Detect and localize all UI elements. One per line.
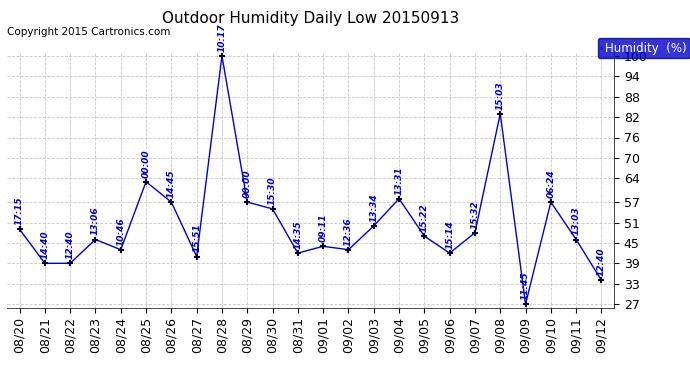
Text: 13:03: 13:03	[571, 207, 581, 236]
Text: 15:14: 15:14	[445, 220, 454, 249]
Text: Copyright 2015 Cartronics.com: Copyright 2015 Cartronics.com	[7, 27, 170, 37]
Text: 13:34: 13:34	[369, 193, 378, 222]
Text: 15:22: 15:22	[420, 203, 429, 232]
Text: 06:24: 06:24	[546, 169, 555, 198]
Text: 14:40: 14:40	[40, 231, 50, 259]
Text: 17:15: 17:15	[15, 196, 24, 225]
Text: 10:17: 10:17	[217, 23, 226, 52]
Text: 13:06: 13:06	[91, 207, 100, 236]
Text: 00:00: 00:00	[243, 169, 252, 198]
Text: 15:03: 15:03	[495, 81, 505, 110]
Text: 14:35: 14:35	[293, 220, 302, 249]
Text: 15:51: 15:51	[192, 224, 201, 252]
Text: 15:32: 15:32	[471, 200, 480, 228]
Text: 12:40: 12:40	[597, 248, 606, 276]
Text: 12:36: 12:36	[344, 217, 353, 246]
Text: 13:31: 13:31	[395, 166, 404, 195]
Text: 15:30: 15:30	[268, 176, 277, 205]
Text: 12:40: 12:40	[66, 231, 75, 259]
Text: 10:46: 10:46	[116, 217, 126, 246]
Text: 09:11: 09:11	[319, 213, 328, 242]
Text: 00:00: 00:00	[141, 149, 150, 177]
Text: Outdoor Humidity Daily Low 20150913: Outdoor Humidity Daily Low 20150913	[162, 11, 459, 26]
Text: 14:45: 14:45	[167, 169, 176, 198]
Legend: Humidity  (%): Humidity (%)	[598, 38, 690, 58]
Text: 11:45: 11:45	[521, 271, 530, 300]
